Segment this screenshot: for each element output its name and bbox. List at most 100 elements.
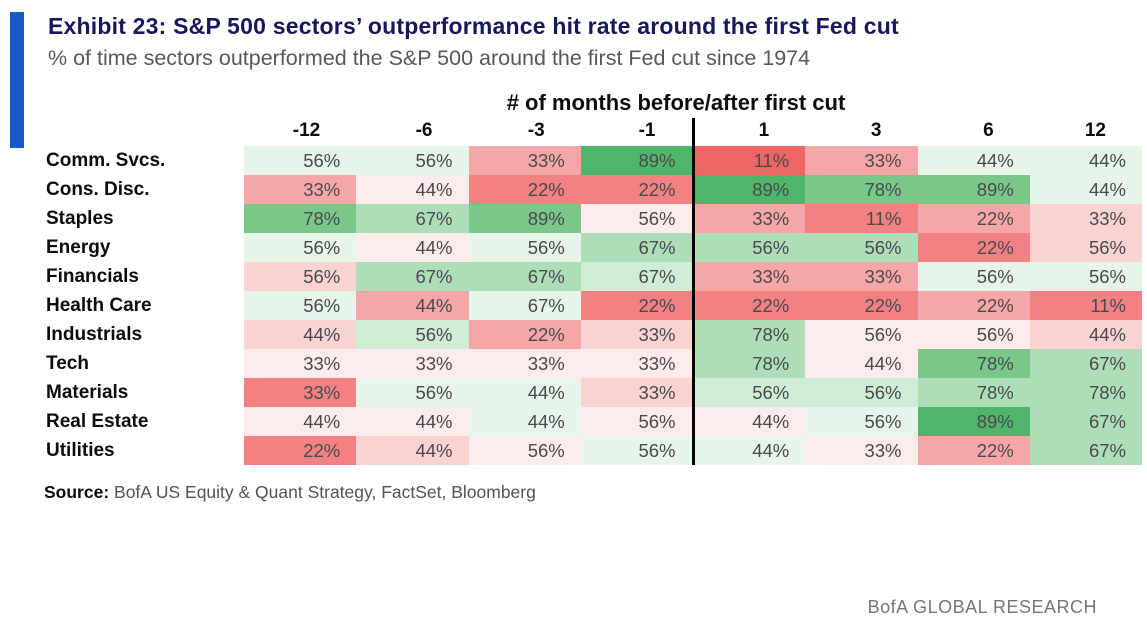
heatmap-cell: 44% [356, 436, 469, 466]
heatmap-cell: 33% [805, 262, 918, 292]
heatmap-cell: 33% [580, 349, 695, 379]
heatmap-cell: 56% [1029, 233, 1142, 263]
heatmap-cell: 44% [693, 407, 806, 437]
heatmap-cell: 44% [356, 407, 469, 437]
heatmap-cell: 44% [693, 436, 806, 466]
bofa-global-research-branding: BofA GLOBAL RESEARCH [867, 597, 1097, 617]
heatmap-cell: 78% [1029, 378, 1142, 408]
column-header-row: -12 -6 -3 -1 1 3 6 12 [40, 118, 1142, 147]
column-header-3: 3 [870, 120, 882, 142]
sector-label: Tech [46, 352, 89, 374]
heatmap-cell: 56% [468, 233, 581, 263]
column-header--1: -1 [580, 118, 695, 147]
heatmap-cell: 33% [1029, 204, 1142, 234]
sector-row: Real Estate 44% 44% 44% 56% 44% 56% 89% 67% [40, 407, 1142, 437]
heatmap-cell: 89% [693, 175, 806, 205]
title-accent-bar [10, 12, 24, 148]
heatmap-cell: 44% [356, 233, 469, 263]
column-axis-title: # of months before/after first cut [506, 90, 846, 116]
heatmap-cell: 33% [468, 146, 581, 176]
heatmap-cell: 11% [693, 146, 806, 176]
heatmap-cell: 44% [356, 291, 469, 321]
heatmap-cell: 44% [468, 378, 581, 408]
exhibit-subtitle: % of time sectors outperformed the S&P 5… [48, 45, 811, 70]
heatmap-cell: 44% [805, 349, 918, 379]
sector-row: Energy 56% 44% 56% 67% 56% 56% 22% 56% [40, 233, 1142, 263]
heatmap-cell: 33% [693, 204, 806, 234]
heatmap-cell: 89% [917, 407, 1030, 437]
heatmap-cell: 22% [580, 175, 695, 205]
sector-label: Comm. Svcs. [46, 149, 166, 171]
sector-label: Cons. Disc. [46, 178, 150, 200]
heatmap-cell: 67% [356, 204, 469, 234]
sector-label: Real Estate [46, 410, 149, 432]
sector-label: Materials [46, 381, 129, 403]
heatmap-chart: # of months before/after first cut -12 -6… [40, 90, 1142, 466]
heatmap-cell: 44% [468, 407, 581, 437]
heatmap-cell: 89% [580, 146, 695, 176]
sector-row: Financials 56% 67% 67% 67% 33% 33% 56% 56% [40, 262, 1142, 292]
heatmap-cell: 11% [805, 204, 918, 234]
heatmap-cell: 56% [693, 378, 806, 408]
corner-cell [40, 118, 244, 146]
exhibit-title: Exhibit 23: S&P 500 sectors’ outperforma… [48, 13, 899, 39]
heatmap-cell: 78% [693, 320, 806, 350]
sector-label: Financials [46, 265, 139, 287]
sector-label: Energy [46, 236, 111, 258]
heatmap-cell: 67% [580, 262, 695, 292]
heatmap-cell: 56% [356, 378, 469, 408]
heatmap-cell: 22% [468, 320, 581, 350]
sector-label: Staples [46, 207, 114, 229]
heatmap-cell: 33% [580, 378, 695, 408]
source-text: BofA US Equity & Quant Strategy, FactSet… [109, 482, 536, 503]
heatmap-cell: 78% [917, 349, 1030, 379]
heatmap-cell: 33% [244, 349, 357, 379]
heatmap-cell: 33% [244, 175, 357, 205]
sector-row: Materials 33% 56% 44% 33% 56% 56% 78% 78% [40, 378, 1142, 408]
heatmap-cell: 22% [805, 291, 918, 321]
sector-row: Tech 33% 33% 33% 33% 78% 44% 78% 67% [40, 349, 1142, 379]
heatmap-cell: 56% [1029, 262, 1142, 292]
exhibit-header: Exhibit 23: S&P 500 sectors’ outperforma… [0, 0, 1147, 72]
heatmap-cell: 22% [244, 436, 357, 466]
sector-row: Industrials 44% 56% 22% 33% 78% 56% 56% 44% [40, 320, 1142, 350]
heatmap-cell: 11% [1029, 291, 1142, 321]
heatmap-cell: 78% [805, 175, 918, 205]
heatmap-cell: 56% [244, 262, 357, 292]
heatmap-cell: 56% [805, 378, 918, 408]
heatmap-cell: 67% [1029, 407, 1142, 437]
heatmap-cell: 22% [917, 204, 1030, 234]
sector-row: Utilities 22% 44% 56% 56% 44% 33% 22% 67% [40, 436, 1142, 466]
heatmap-cell: 67% [468, 262, 581, 292]
sector-label: Health Care [46, 294, 152, 316]
heatmap-cell: 44% [244, 320, 357, 350]
column-header--6: -6 [415, 120, 433, 142]
source-line: Source: BofA US Equity & Quant Strategy,… [44, 481, 1147, 504]
column-header--12: -12 [292, 120, 321, 142]
sector-row: Comm. Svcs. 56% 56% 33% 89% 11% 33% 44% 44% [40, 146, 1142, 176]
heatmap-cell: 67% [356, 262, 469, 292]
heatmap-table: -12 -6 -3 -1 1 3 6 12 Comm. Svcs. 56% 56% 33% 89% 11%… [40, 118, 1142, 466]
heatmap-cell: 56% [356, 146, 469, 176]
column-header--3: -3 [527, 120, 545, 142]
heatmap-cell: 33% [693, 262, 806, 292]
heatmap-cell: 56% [244, 146, 357, 176]
heatmap-cell: 67% [1029, 436, 1142, 466]
heatmap-cell: 33% [805, 146, 918, 176]
heatmap-cell: 44% [1029, 175, 1142, 205]
heatmap-cell: 22% [917, 291, 1030, 321]
heatmap-cell: 22% [917, 436, 1030, 466]
heatmap-cell: 22% [580, 291, 695, 321]
heatmap-cell: 33% [244, 378, 357, 408]
heatmap-cell: 44% [917, 146, 1030, 176]
heatmap-cell: 44% [356, 175, 469, 205]
heatmap-cell: 56% [356, 320, 469, 350]
heatmap-cell: 89% [917, 175, 1030, 205]
heatmap-cell: 44% [1029, 146, 1142, 176]
heatmap-cell: 56% [805, 320, 918, 350]
heatmap-cell: 78% [244, 204, 357, 234]
heatmap-cell: 56% [693, 233, 806, 263]
heatmap-cell: 56% [917, 320, 1030, 350]
heatmap-cell: 67% [580, 233, 695, 263]
